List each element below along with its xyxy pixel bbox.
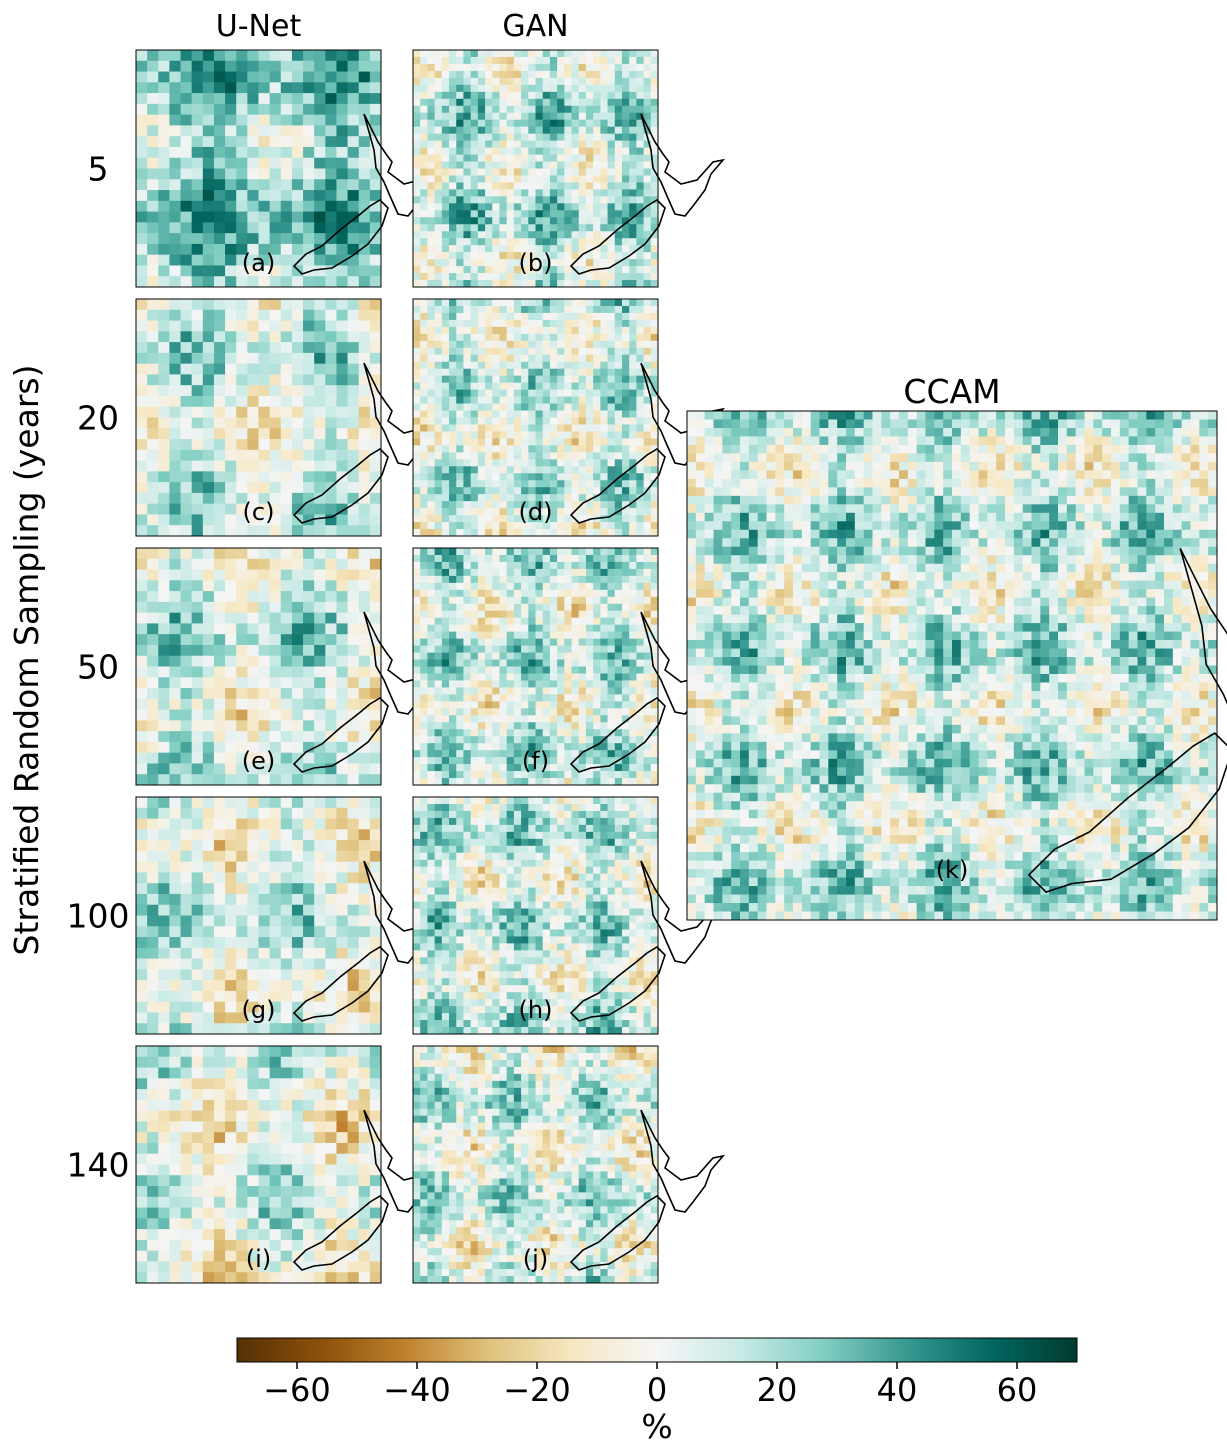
panel-label: (a) bbox=[242, 249, 275, 277]
panel-frame bbox=[135, 49, 382, 288]
panel-label: (j) bbox=[523, 1245, 548, 1273]
panel-frame bbox=[686, 410, 1218, 921]
heatmap-panel: (j) bbox=[412, 1045, 724, 1284]
heatmap-cells bbox=[136, 50, 381, 287]
heatmap-panel: (d) bbox=[412, 298, 724, 537]
heatmap-cells bbox=[413, 797, 658, 1034]
row-axis-label: Stratified Random Sampling (years) bbox=[7, 365, 46, 956]
heatmap-cells bbox=[136, 1046, 381, 1283]
panel-frame bbox=[412, 796, 659, 1035]
heatmap-panels: U-Net GAN 5 20 50 100 140 (a) (b) (c) (d) (e) (f) (g)… bbox=[67, 9, 724, 1284]
ccam-heatmap: (k) bbox=[686, 410, 1227, 921]
colorbar-tick-label: −40 bbox=[383, 1371, 451, 1409]
panel-frame bbox=[412, 298, 659, 537]
heatmap-panel: (g) bbox=[135, 796, 447, 1035]
heatmap-cells bbox=[413, 548, 658, 785]
heatmap-cells bbox=[413, 1046, 658, 1283]
colorbar-label: % bbox=[641, 1407, 672, 1446]
row-label: 100 bbox=[67, 897, 130, 936]
panel-frame bbox=[135, 1045, 382, 1284]
panel-label: (f) bbox=[522, 747, 549, 775]
row-label: 50 bbox=[77, 648, 119, 687]
ccam-title: CCAM bbox=[903, 372, 1000, 411]
heatmap-panel: (b) bbox=[412, 49, 724, 288]
panel-frame bbox=[135, 796, 382, 1035]
heatmap-panel: (c) bbox=[135, 298, 447, 537]
panel-label: (h) bbox=[519, 996, 553, 1024]
panel-frame bbox=[412, 1045, 659, 1284]
heatmap-panel: (e) bbox=[135, 547, 447, 786]
row-label: 140 bbox=[67, 1146, 130, 1185]
panel-frame bbox=[412, 49, 659, 288]
colorbar: −60 −40 −20 0 20 40 60% bbox=[236, 1337, 1078, 1446]
panel-label: (c) bbox=[243, 498, 275, 526]
heatmap-cells bbox=[136, 299, 381, 536]
colorbar-gradient bbox=[236, 1337, 1078, 1363]
colorbar-tick-label: 0 bbox=[647, 1371, 667, 1409]
heatmap-cells bbox=[687, 411, 1217, 920]
column-title: GAN bbox=[502, 9, 568, 44]
colorbar-tick-label: 40 bbox=[877, 1371, 918, 1409]
heatmap-panel: (h) bbox=[412, 796, 724, 1035]
colorbar-tick-label: −60 bbox=[263, 1371, 331, 1409]
heatmap-cells bbox=[136, 548, 381, 785]
panel-label: (i) bbox=[246, 1245, 271, 1273]
panel-frame bbox=[135, 547, 382, 786]
panel-label: (b) bbox=[519, 249, 553, 277]
ccam-panel: CCAM (k) bbox=[686, 372, 1227, 921]
heatmap-panel: (f) bbox=[412, 547, 724, 786]
heatmap-panel: (a) bbox=[135, 49, 447, 288]
heatmap-panel: (i) bbox=[135, 1045, 447, 1284]
colorbar-tick-label: −20 bbox=[503, 1371, 571, 1409]
panel-label: (g) bbox=[242, 996, 276, 1024]
row-label: 5 bbox=[88, 150, 109, 189]
panel-label: (k) bbox=[936, 856, 969, 884]
column-title: U-Net bbox=[216, 9, 302, 44]
row-label: 20 bbox=[77, 399, 119, 438]
colorbar-tick-label: 60 bbox=[997, 1371, 1038, 1409]
panel-frame bbox=[135, 298, 382, 537]
panel-label: (e) bbox=[242, 747, 276, 775]
panel-frame bbox=[412, 547, 659, 786]
panel-label: (d) bbox=[519, 498, 553, 526]
colorbar-tick-label: 20 bbox=[757, 1371, 798, 1409]
heatmap-cells bbox=[413, 50, 658, 287]
